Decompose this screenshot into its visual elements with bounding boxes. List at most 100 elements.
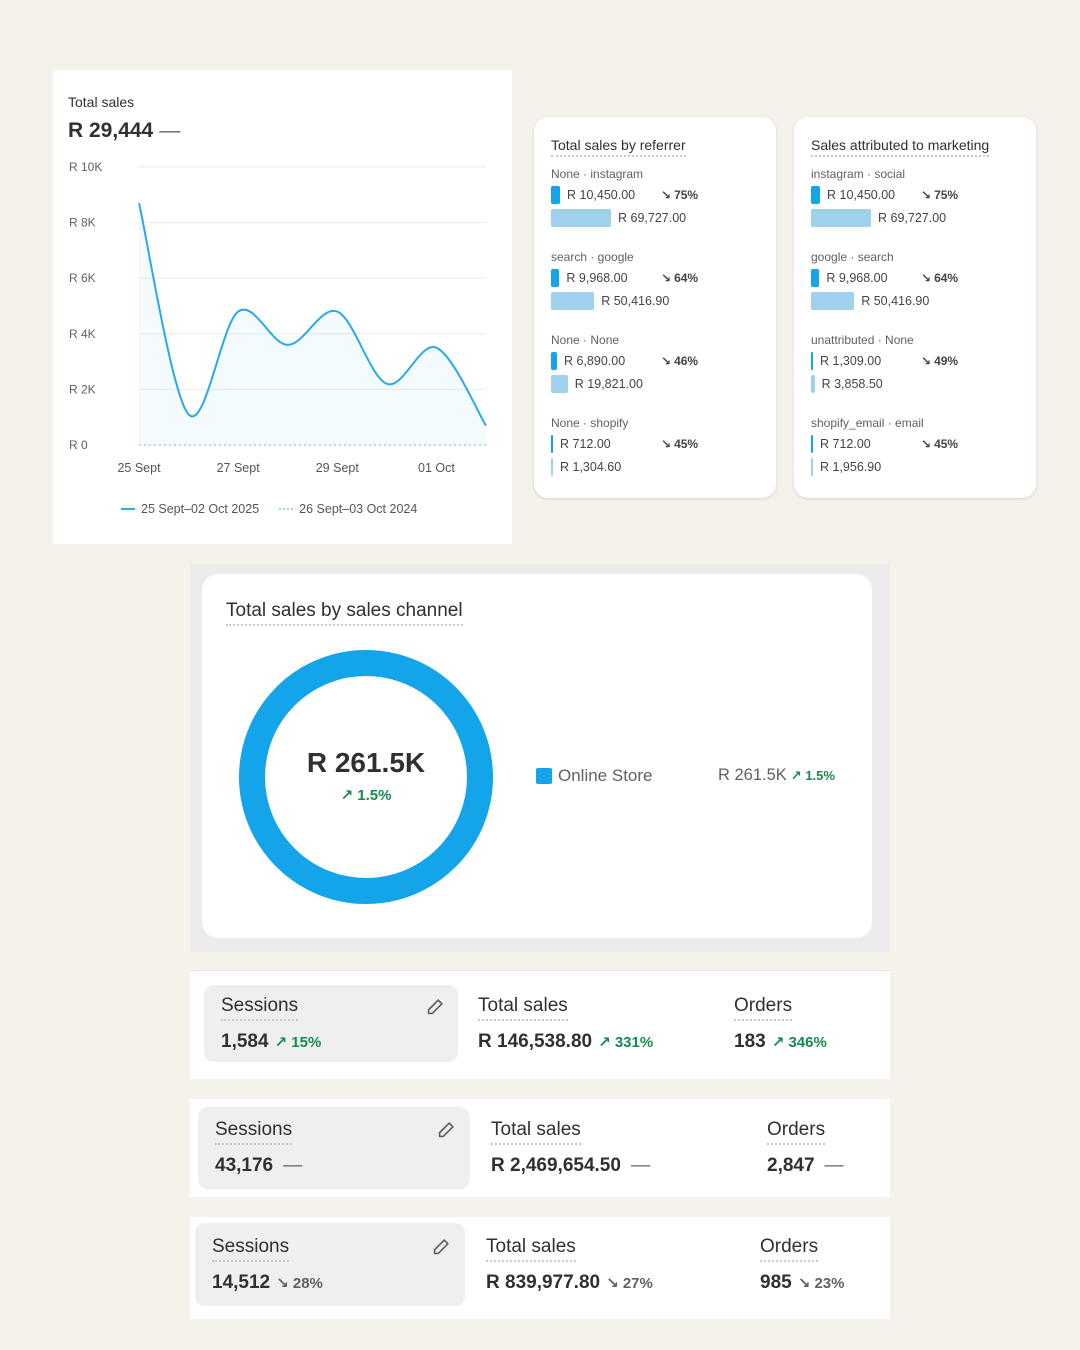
total-sales-metric-value: R 839,977.80 ↘ 27% bbox=[486, 1272, 653, 1294]
y-tick-label: R 2K bbox=[69, 382, 96, 396]
orders-label[interactable]: Orders bbox=[760, 1236, 819, 1262]
referrer-row-group[interactable]: None · instagram R 10,450.00 75% R 69,727.0… bbox=[551, 167, 766, 229]
referrer-row-group[interactable]: instagram · social R 10,450.00 75% R 69,727… bbox=[811, 167, 1026, 229]
sales-channel-title[interactable]: Total sales by sales channel bbox=[226, 600, 463, 626]
orders-number: 183 bbox=[734, 1031, 766, 1052]
x-tick-label: 01 Oct bbox=[418, 461, 455, 475]
pencil-icon[interactable] bbox=[430, 1236, 452, 1258]
current-amount: R 712.00 bbox=[820, 436, 871, 451]
previous-amount: R 1,956.90 bbox=[820, 459, 882, 474]
y-tick-label: R 8K bbox=[69, 216, 96, 230]
y-tick-label: R 10K bbox=[69, 160, 102, 174]
current-bar bbox=[551, 351, 557, 370]
sessions-change-value: 15% bbox=[291, 1034, 322, 1051]
donut-center: R 261.5K ↗ 1.5% bbox=[238, 649, 494, 905]
orders-metric: Orders 2,847 — bbox=[767, 1119, 844, 1177]
y-tick-label: R 6K bbox=[69, 271, 96, 285]
previous-period-row: R 50,416.90 bbox=[811, 289, 1026, 312]
referrer-row-group[interactable]: search · google R 9,968.00 64% R 50,416.90 bbox=[551, 250, 766, 312]
total-sales-line-chart: R 10K R 8K R 6K R 4K R 2K R 0 25 Sept 27 Sept 29… bbox=[69, 160, 487, 475]
previous-period-row: R 50,416.90 bbox=[551, 289, 766, 312]
referrer-row-group[interactable]: None · None R 6,890.00 46% R 19,821.00 bbox=[551, 333, 766, 395]
sessions-number: 14,512 bbox=[212, 1272, 271, 1293]
change-percent: 75% bbox=[661, 188, 698, 202]
change-percent: 64% bbox=[921, 271, 958, 285]
sessions-value: 14,512 ↘ 28% bbox=[212, 1272, 323, 1294]
current-bar bbox=[551, 185, 560, 204]
sessions-tile[interactable] bbox=[195, 1223, 465, 1306]
sessions-tile[interactable] bbox=[204, 985, 458, 1062]
total-sales-metric: Total sales R 2,469,654.50 — bbox=[491, 1119, 650, 1177]
current-amount: R 10,450.00 bbox=[567, 187, 636, 202]
sessions-label[interactable]: Sessions bbox=[215, 1119, 293, 1145]
previous-bar bbox=[551, 374, 568, 393]
orders-metric: Orders 183 ↗ 346% bbox=[734, 995, 827, 1053]
previous-amount: R 50,416.90 bbox=[601, 293, 670, 308]
current-bar bbox=[811, 434, 813, 453]
previous-amount: R 1,304.60 bbox=[560, 459, 622, 474]
total-sales-title[interactable]: Total sales bbox=[68, 94, 135, 110]
orders-label[interactable]: Orders bbox=[734, 995, 793, 1021]
change-percent: 45% bbox=[921, 437, 958, 451]
sessions-number: 43,176 bbox=[215, 1155, 274, 1176]
donut-slice[interactable] bbox=[239, 650, 493, 904]
legend-item-previous[interactable]: 26 Sept–03 Oct 2024 bbox=[279, 502, 417, 516]
metrics-strip-1: Sessions 1,584 ↗ 15% Total sales R 146,53… bbox=[190, 970, 890, 1079]
orders-value: 2,847 — bbox=[767, 1155, 844, 1177]
channel-amount: R 261.5K bbox=[718, 766, 787, 784]
current-bar bbox=[811, 185, 820, 204]
previous-bar bbox=[551, 208, 611, 227]
current-bar bbox=[551, 268, 560, 287]
previous-bar bbox=[811, 208, 871, 227]
total-sales-label[interactable]: Total sales bbox=[478, 995, 568, 1021]
solid-line-icon bbox=[121, 508, 135, 510]
current-amount: R 1,309.00 bbox=[820, 353, 882, 368]
sessions-label[interactable]: Sessions bbox=[212, 1236, 290, 1262]
sessions-label[interactable]: Sessions bbox=[221, 995, 299, 1021]
current-period-row: R 712.00 45% bbox=[551, 432, 766, 455]
current-bar bbox=[811, 268, 820, 287]
total-sales-value: R 29,444— bbox=[68, 119, 180, 143]
pencil-icon[interactable] bbox=[424, 996, 446, 1018]
referrer-row-group[interactable]: None · shopify R 712.00 45% R 1,304.60 bbox=[551, 416, 766, 478]
legend-item-current[interactable]: 25 Sept–02 Oct 2025 bbox=[121, 502, 259, 516]
marketing-card-title[interactable]: Sales attributed to marketing bbox=[811, 137, 990, 157]
orders-change: ↗ 346% bbox=[771, 1034, 827, 1051]
dotted-line-icon bbox=[279, 508, 294, 510]
total-sales-metric-change: ↘ 27% bbox=[606, 1275, 653, 1292]
sessions-metric: Sessions 14,512 ↘ 28% bbox=[212, 1236, 323, 1294]
current-period-row: R 10,450.00 75% bbox=[811, 183, 1026, 206]
referrer-row-group[interactable]: unattributed · None R 1,309.00 49% R 3,858.… bbox=[811, 333, 1026, 395]
channel-change: ↗ 1.5% bbox=[790, 768, 835, 783]
sales-channel-donut-chart bbox=[239, 650, 493, 904]
orders-change: ↘ 23% bbox=[797, 1275, 845, 1292]
sessions-metric: Sessions 1,584 ↗ 15% bbox=[221, 995, 321, 1053]
orders-label[interactable]: Orders bbox=[767, 1119, 826, 1145]
total-sales-label[interactable]: Total sales bbox=[491, 1119, 581, 1145]
channel-value: R 261.5K ↗ 1.5% bbox=[718, 766, 835, 785]
row-label: search · google bbox=[551, 250, 634, 264]
previous-amount: R 50,416.90 bbox=[861, 293, 930, 308]
orders-change: — bbox=[824, 1155, 844, 1176]
previous-bar bbox=[811, 374, 815, 393]
total-sales-change-value: 27% bbox=[622, 1275, 653, 1292]
referrer-row-group[interactable]: google · search R 9,968.00 64% R 50,416.90 bbox=[811, 250, 1026, 312]
orders-change-value: 346% bbox=[788, 1034, 827, 1051]
sessions-metric: Sessions 43,176 — bbox=[215, 1119, 302, 1177]
current-amount: R 6,890.00 bbox=[564, 353, 626, 368]
pencil-icon[interactable] bbox=[435, 1119, 457, 1141]
previous-period-row: R 1,956.90 bbox=[811, 455, 1026, 478]
orders-number: 985 bbox=[760, 1272, 792, 1293]
total-sales-label[interactable]: Total sales bbox=[486, 1236, 576, 1262]
donut-total-change: ↗ 1.5% bbox=[340, 787, 392, 804]
referrer-card-title[interactable]: Total sales by referrer bbox=[551, 137, 686, 157]
referrer-row-group[interactable]: shopify_email · email R 712.00 45% R 1,956.… bbox=[811, 416, 1026, 478]
row-label: unattributed · None bbox=[811, 333, 914, 347]
total-sales-amount: R 29,444 bbox=[68, 119, 154, 142]
previous-amount: R 69,727.00 bbox=[878, 210, 947, 225]
previous-amount: R 3,858.50 bbox=[821, 376, 883, 391]
channel-legend-item[interactable]: Online Store bbox=[536, 766, 653, 786]
sessions-tile[interactable] bbox=[198, 1107, 470, 1189]
total-sales-metric: Total sales R 839,977.80 ↘ 27% bbox=[486, 1236, 653, 1294]
sales-by-channel-card: Total sales by sales channel R 261.5K ↗ … bbox=[202, 574, 872, 938]
